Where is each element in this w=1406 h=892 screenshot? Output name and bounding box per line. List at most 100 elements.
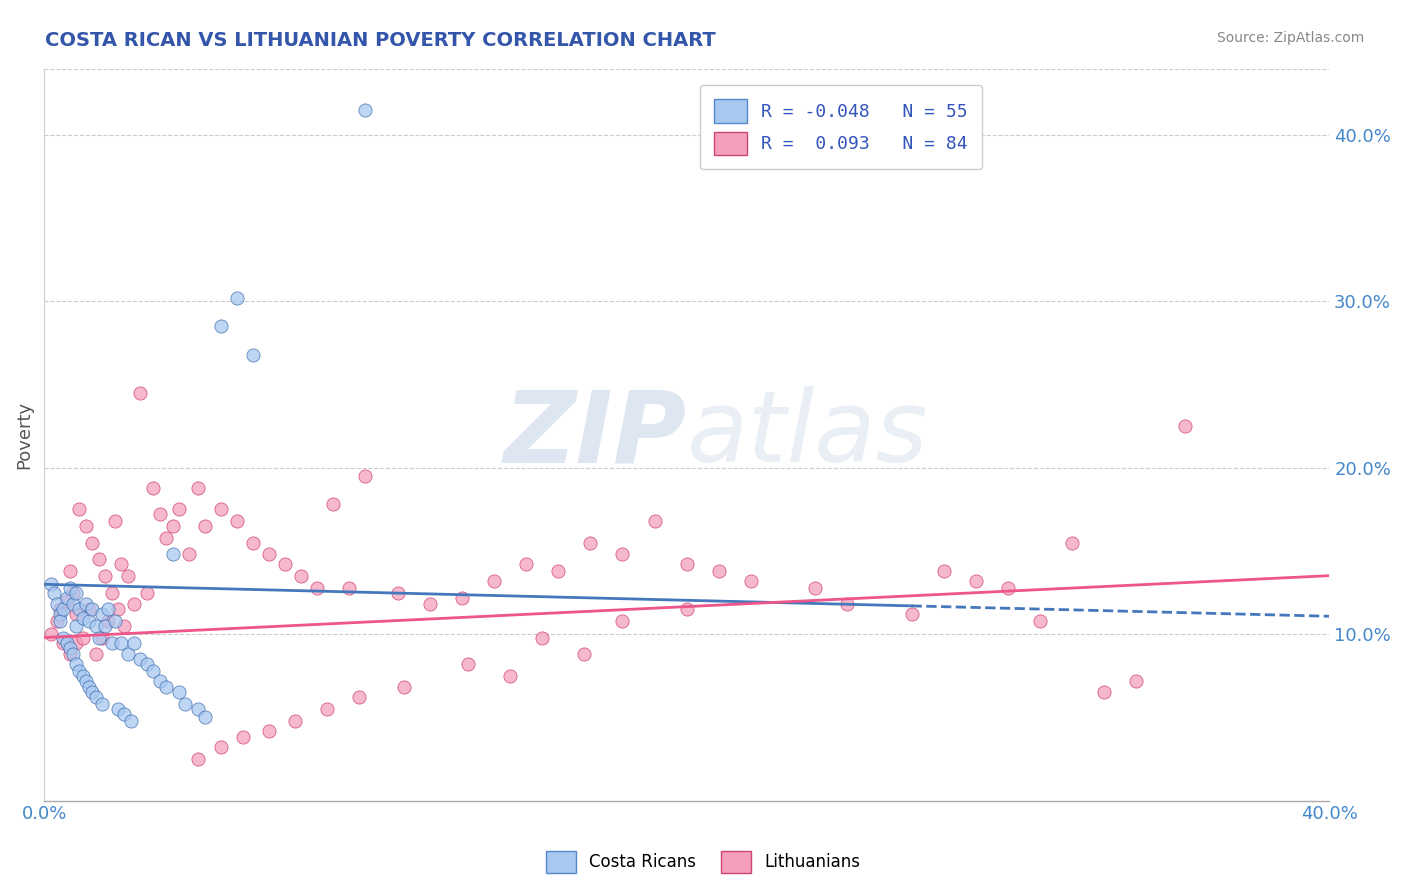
Point: [87, 552, 110, 566]
Point: [46, 597, 69, 611]
Point: [117, 569, 139, 583]
Point: [547, 564, 569, 578]
Point: [75, 519, 97, 533]
Point: [347, 690, 370, 705]
Point: [110, 635, 132, 649]
Point: [232, 731, 254, 745]
Point: [209, 740, 232, 755]
Point: [65, 607, 87, 622]
Point: [39, 577, 62, 591]
Point: [315, 702, 337, 716]
Text: ZIP: ZIP: [503, 386, 686, 483]
Point: [1125, 673, 1147, 688]
Point: [419, 597, 441, 611]
Point: [290, 569, 312, 583]
Point: [69, 602, 91, 616]
Point: [84, 619, 107, 633]
Point: [257, 723, 280, 738]
Point: [149, 673, 172, 688]
Point: [72, 610, 94, 624]
Point: [62, 647, 84, 661]
Point: [65, 657, 87, 672]
Point: [120, 714, 142, 728]
Point: [107, 602, 129, 616]
Point: [62, 585, 84, 599]
Point: [612, 547, 634, 561]
Point: [55, 591, 77, 605]
Y-axis label: Poverty: Poverty: [15, 401, 32, 468]
Point: [354, 103, 377, 117]
Point: [97, 614, 120, 628]
Point: [82, 685, 104, 699]
Point: [55, 594, 77, 608]
Point: [932, 564, 955, 578]
Point: [75, 673, 97, 688]
Point: [122, 597, 145, 611]
Point: [84, 647, 107, 661]
Point: [162, 547, 184, 561]
Point: [82, 535, 104, 549]
Point: [457, 657, 479, 672]
Point: [114, 707, 136, 722]
Point: [77, 681, 100, 695]
Point: [1029, 614, 1052, 628]
Point: [52, 631, 75, 645]
Point: [59, 564, 82, 578]
Point: [174, 697, 197, 711]
Point: [135, 585, 157, 599]
Point: [65, 585, 87, 599]
Point: [155, 681, 177, 695]
Point: [55, 635, 77, 649]
Point: [65, 635, 87, 649]
Point: [87, 631, 110, 645]
Point: [187, 702, 209, 716]
Point: [209, 319, 232, 334]
Point: [579, 535, 602, 549]
Point: [122, 635, 145, 649]
Point: [52, 602, 75, 616]
Point: [707, 564, 730, 578]
Point: [42, 585, 65, 599]
Point: [155, 531, 177, 545]
Point: [837, 597, 859, 611]
Point: [104, 614, 127, 628]
Point: [82, 602, 104, 616]
Point: [142, 481, 165, 495]
Point: [94, 619, 117, 633]
Point: [225, 291, 247, 305]
Point: [46, 614, 69, 628]
Point: [572, 647, 595, 661]
Point: [740, 574, 762, 588]
Point: [39, 627, 62, 641]
Point: [77, 602, 100, 616]
Point: [114, 619, 136, 633]
Point: [100, 585, 122, 599]
Point: [167, 685, 190, 699]
Point: [177, 547, 200, 561]
Point: [135, 657, 157, 672]
Point: [94, 569, 117, 583]
Point: [69, 664, 91, 678]
Point: [187, 752, 209, 766]
Point: [107, 702, 129, 716]
Point: [117, 647, 139, 661]
Text: atlas: atlas: [686, 386, 928, 483]
Point: [167, 502, 190, 516]
Point: [149, 508, 172, 522]
Point: [997, 581, 1019, 595]
Point: [75, 597, 97, 611]
Point: [162, 519, 184, 533]
Point: [49, 602, 72, 616]
Legend: Costa Ricans, Lithuanians: Costa Ricans, Lithuanians: [538, 845, 868, 880]
Text: Source: ZipAtlas.com: Source: ZipAtlas.com: [1216, 31, 1364, 45]
Point: [52, 635, 75, 649]
Point: [450, 591, 472, 605]
Point: [257, 547, 280, 561]
Point: [965, 574, 987, 588]
Point: [100, 635, 122, 649]
Point: [531, 631, 554, 645]
Point: [644, 514, 666, 528]
Point: [59, 581, 82, 595]
Point: [900, 607, 922, 622]
Point: [482, 574, 505, 588]
